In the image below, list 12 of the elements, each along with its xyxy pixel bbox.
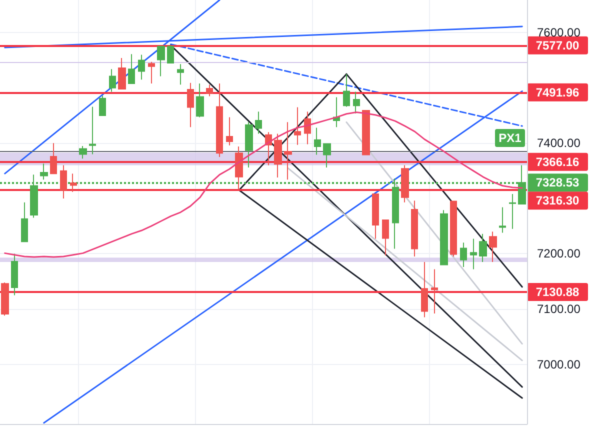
y-tick-label: 7200.00 <box>537 246 581 261</box>
annotation: PX1 <box>498 131 522 145</box>
ref-line-label: 7491.96 <box>536 85 580 100</box>
ref-line-label: 7316.30 <box>536 194 580 208</box>
ref-line-label: 7130.88 <box>536 284 580 299</box>
ref-line-label: 7328.53 <box>536 176 580 190</box>
y-tick-label: 7400.00 <box>537 136 581 150</box>
ref-line-label: 7366.16 <box>536 154 580 169</box>
ref-line-label: 7577.00 <box>536 38 580 52</box>
y-tick-label: 7600.00 <box>537 26 581 40</box>
y-tick-label: 7000.00 <box>537 357 581 372</box>
y-tick-label: 7100.00 <box>537 302 581 316</box>
